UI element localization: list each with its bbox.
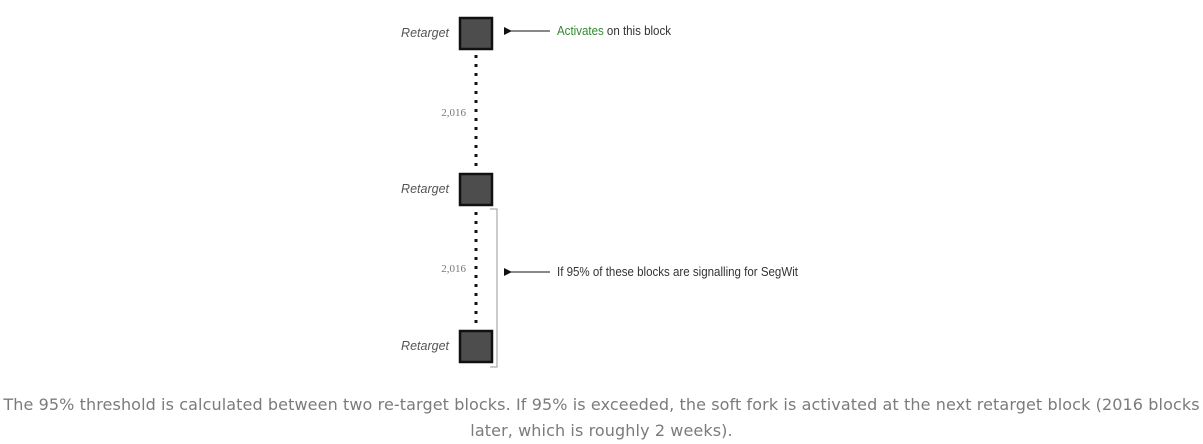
- block-count-first-interval: 2,016: [441, 107, 466, 119]
- segwit-activation-diagram: Retarget Retarget Retarget 2,016 2,016 A…: [401, 16, 798, 368]
- retarget-block-middle: [458, 172, 494, 207]
- retarget-block-top: [458, 16, 494, 51]
- block-count-second-interval: 2,016: [441, 263, 466, 275]
- activates-highlight: Activates: [557, 24, 604, 38]
- interval-bracket: [490, 208, 498, 368]
- block-label-top: Retarget: [401, 26, 449, 40]
- retarget-block-bottom: [458, 329, 494, 364]
- block-label-bottom: Retarget: [401, 339, 449, 353]
- signalling-annotation: If 95% of these blocks are signalling fo…: [557, 265, 798, 279]
- figure-caption: The 95% threshold is calculated between …: [3, 395, 1200, 440]
- activation-annotation: Activates on this block: [557, 24, 672, 38]
- block-label-middle: Retarget: [401, 182, 449, 196]
- activation-annotation-rest: on this block: [604, 24, 672, 38]
- diagram-canvas: Retarget Retarget Retarget 2,016 2,016 A…: [401, 16, 798, 368]
